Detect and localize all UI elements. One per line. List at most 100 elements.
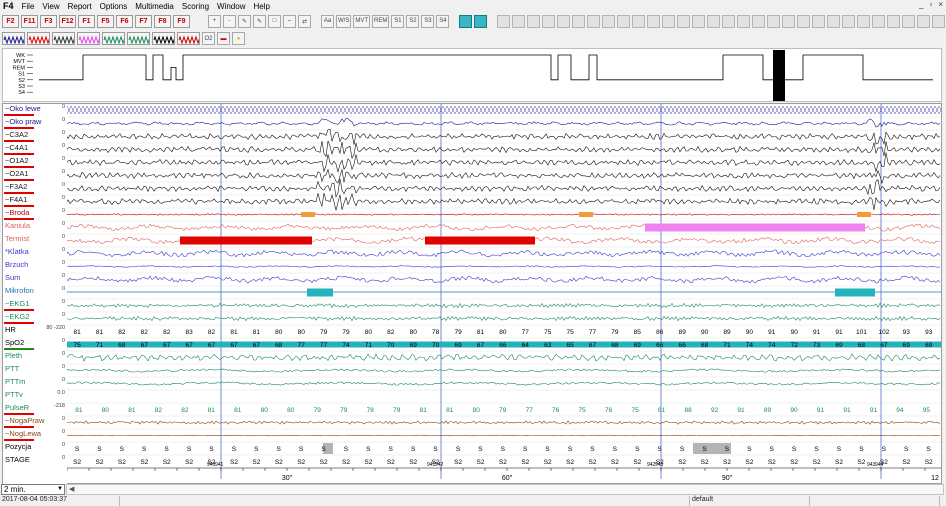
disabled-tool-button[interactable] (722, 14, 736, 28)
channel-label-row[interactable]: ~O2A1 0 (3, 168, 67, 181)
disabled-tool-button[interactable] (932, 14, 946, 28)
disabled-tool-button[interactable] (677, 14, 691, 28)
disabled-tool-button[interactable] (587, 14, 601, 28)
window-length-select[interactable]: 2 min. ▼ (1, 484, 65, 495)
disabled-tool-button[interactable] (857, 14, 871, 28)
disabled-tool-button[interactable] (752, 14, 766, 28)
apnea-event[interactable] (425, 236, 535, 245)
fkey-button-1[interactable]: F11 (21, 14, 38, 28)
event-type-button-6[interactable] (152, 32, 175, 45)
channel-label-row[interactable]: SpO2 0 (3, 337, 67, 350)
disabled-tool-button[interactable] (782, 14, 796, 28)
signal-traces[interactable]: 81 81 82 82 82 83 82 81 81 80 80 79 79 80 82 80 78 79 81 80… (67, 104, 941, 485)
disabled-tool-button[interactable] (902, 14, 916, 28)
disabled-tool-button[interactable] (557, 14, 571, 28)
channel-label-row[interactable]: PTT 0 (3, 363, 67, 376)
channel-label-row[interactable]: ~F4A1 0 (3, 194, 67, 207)
tool-button-1[interactable]: - (223, 14, 236, 28)
disabled-tool-button[interactable] (542, 14, 556, 28)
disabled-tool-button[interactable] (647, 14, 661, 28)
channel-label-row[interactable]: Mikrofon 0 (3, 285, 67, 298)
disabled-tool-button[interactable] (632, 14, 646, 28)
arousal-event[interactable] (301, 212, 315, 217)
disabled-tool-button[interactable] (842, 14, 856, 28)
chevron-down-icon[interactable]: ▼ (57, 486, 63, 492)
menu-file[interactable]: File (21, 1, 35, 11)
disabled-tool-button[interactable] (512, 14, 526, 28)
tool-button-0[interactable]: + (208, 14, 221, 28)
menu-options[interactable]: Options (99, 1, 128, 11)
channel-label-row[interactable]: ~C3A2 0 (3, 129, 67, 142)
menu-scoring[interactable]: Scoring (181, 1, 210, 11)
channel-label-row[interactable]: ~F3A2 0 (3, 181, 67, 194)
o2-button[interactable]: O2 (202, 32, 215, 45)
event-type-button-5[interactable] (127, 32, 150, 45)
disabled-tool-button[interactable] (692, 14, 706, 28)
tool-button-7[interactable]: Aa (321, 14, 334, 28)
channel-label-row[interactable]: Sum 0 (3, 272, 67, 285)
disabled-tool-button[interactable] (707, 14, 721, 28)
view-mode-button-0[interactable] (459, 14, 473, 28)
event-type-button-1[interactable] (27, 32, 50, 45)
fkey-button-7[interactable]: F7 (135, 14, 152, 28)
channel-label-row[interactable]: HR 80 -220 (3, 324, 67, 337)
channel-label-row[interactable]: Pozycja 0 (3, 441, 67, 454)
disabled-tool-button[interactable] (572, 14, 586, 28)
hypnogram-panel[interactable]: WK MVT REM S1 S2 S3 S4 (2, 48, 942, 102)
menu-help[interactable]: Help (253, 1, 270, 11)
menu-window[interactable]: Window (217, 1, 246, 11)
tool-button-4[interactable]: □ (268, 14, 281, 28)
event-type-button-7[interactable] (177, 32, 200, 45)
scroll-left-arrow-icon[interactable]: ◀ (69, 486, 75, 493)
event-type-button-0[interactable] (2, 32, 25, 45)
fkey-button-4[interactable]: F1 (78, 14, 95, 28)
channel-label-row[interactable]: PulseR -218 (3, 402, 67, 415)
channel-label-row[interactable]: PTTv 0.0 (3, 389, 67, 402)
arousal-event[interactable] (857, 212, 871, 217)
tool-button-6[interactable]: ⇄ (298, 14, 311, 28)
fkey-button-0[interactable]: F2 (2, 14, 19, 28)
disabled-tool-button[interactable] (827, 14, 841, 28)
channel-label-row[interactable]: ~Oko lewe 0 (3, 103, 67, 116)
fkey-button-3[interactable]: F12 (59, 14, 76, 28)
lightbulb-icon[interactable]: ● (232, 32, 245, 45)
spo2-band[interactable] (67, 341, 941, 348)
disabled-tool-button[interactable] (527, 14, 541, 28)
channel-label-row[interactable]: Termist 0 (3, 233, 67, 246)
tool-button-3[interactable]: ✎ (253, 14, 266, 28)
apnea-event[interactable] (180, 236, 312, 245)
fkey-button-8[interactable]: F8 (154, 14, 171, 28)
menu-report[interactable]: Report (67, 1, 92, 11)
tool-button-12[interactable]: S2 (406, 14, 420, 28)
tool-button-2[interactable]: ✎ (238, 14, 251, 28)
tool-button-13[interactable]: S3 (421, 14, 435, 28)
disabled-tool-button[interactable] (617, 14, 631, 28)
disabled-tool-button[interactable] (497, 14, 511, 28)
channel-label-row[interactable]: ~Oko praw 0 (3, 116, 67, 129)
close-button[interactable]: × (938, 0, 943, 9)
channel-label-row[interactable]: ~NogaPraw 0 (3, 415, 67, 428)
disabled-tool-button[interactable] (737, 14, 751, 28)
channel-label-row[interactable]: ~EKG2 0 (3, 311, 67, 324)
position-event[interactable] (323, 443, 333, 454)
tool-button-8[interactable]: W/S (336, 14, 352, 28)
channel-label-row[interactable]: ~Broda 0 (3, 207, 67, 220)
channel-label-row[interactable]: PTTm 0 (3, 376, 67, 389)
restore-button[interactable]: ▫ (929, 0, 933, 9)
disabled-tool-button[interactable] (887, 14, 901, 28)
disabled-tool-button[interactable] (797, 14, 811, 28)
event-type-button-2[interactable] (52, 32, 75, 45)
disabled-tool-button[interactable] (872, 14, 886, 28)
channel-label-row[interactable]: ~C4A1 0 (3, 142, 67, 155)
fkey-button-2[interactable]: F3 (40, 14, 57, 28)
event-type-button-3[interactable] (77, 32, 100, 45)
tool-button-5[interactable]: ⇔ (283, 14, 296, 28)
channel-label-row[interactable]: ~EKG1 0 (3, 298, 67, 311)
snore-event[interactable] (307, 288, 333, 297)
disabled-tool-button[interactable] (602, 14, 616, 28)
channel-label-row[interactable]: *Klatka 0 (3, 246, 67, 259)
arousal-event[interactable] (579, 212, 593, 217)
hypnogram-cursor[interactable] (773, 50, 785, 101)
hypopnea-event[interactable] (645, 223, 865, 232)
tool-button-10[interactable]: REM (372, 14, 390, 28)
